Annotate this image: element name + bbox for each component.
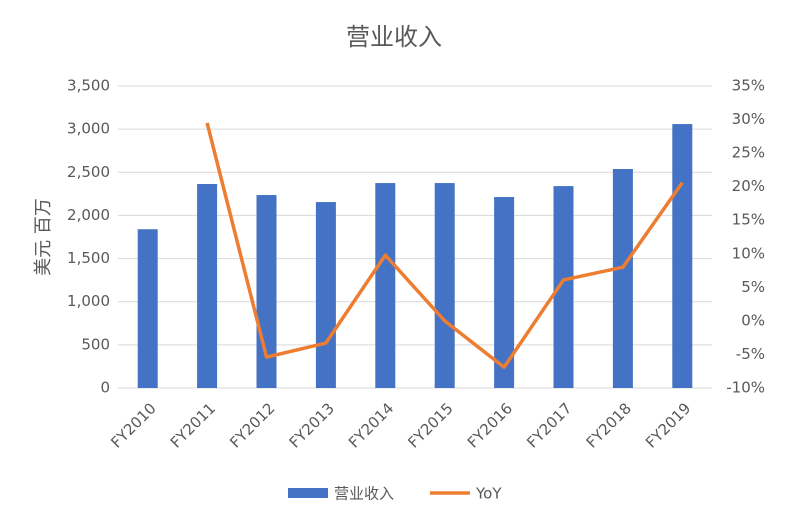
- legend-label: YoY: [475, 485, 502, 503]
- bar: [197, 184, 218, 388]
- y2-tick-label: 15%: [732, 211, 765, 229]
- y2-tick-label: 5%: [741, 278, 765, 296]
- y-tick-label: 3,000: [67, 120, 110, 138]
- bar: [434, 183, 455, 388]
- chart-title: 营业收入: [346, 23, 442, 51]
- y2-tick-label: 0%: [741, 311, 765, 329]
- bar: [612, 169, 633, 388]
- bar: [137, 229, 158, 388]
- bar: [494, 197, 515, 388]
- y-tick-label: 500: [81, 335, 110, 353]
- bar: [672, 124, 693, 388]
- y-tick-label: 3,500: [67, 77, 110, 95]
- legend-label: 营业收入: [334, 485, 394, 503]
- y2-tick-label: 35%: [732, 77, 765, 95]
- y-axis-label: 美元 百万: [33, 198, 54, 276]
- bar: [256, 195, 277, 388]
- y-tick-label: 0: [100, 379, 110, 397]
- legend-swatch: [288, 488, 328, 498]
- y-tick-label: 2,000: [67, 206, 110, 224]
- y2-tick-label: 30%: [732, 110, 765, 128]
- y2-tick-label: -10%: [726, 379, 765, 397]
- y2-tick-label: 25%: [732, 144, 765, 162]
- y2-tick-label: -5%: [736, 345, 765, 363]
- line: [205, 122, 684, 369]
- y-tick-label: 1,000: [67, 292, 110, 310]
- bar: [375, 183, 396, 388]
- bar: [553, 186, 574, 388]
- y-tick-label: 2,500: [67, 163, 110, 181]
- y-tick-label: 1,500: [67, 249, 110, 267]
- y2-tick-label: 10%: [732, 244, 765, 262]
- bar: [315, 202, 336, 388]
- y2-tick-label: 20%: [732, 177, 765, 195]
